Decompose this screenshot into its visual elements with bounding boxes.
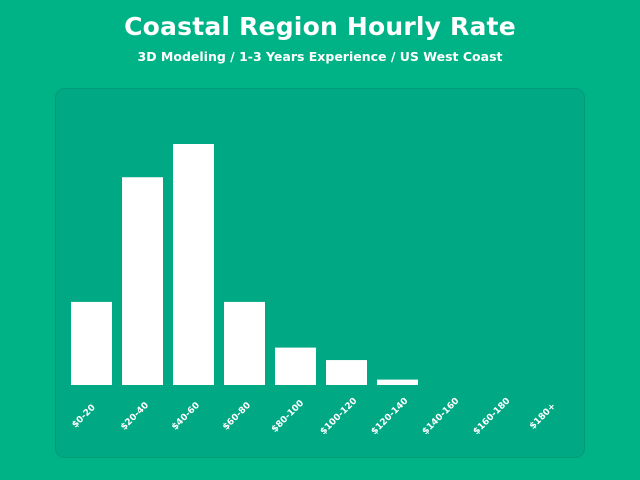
- x-tick-label: $80-100: [270, 398, 306, 434]
- bar-1: [71, 301, 112, 385]
- x-tick-label: $0-20: [70, 403, 97, 430]
- x-tick-label: $140-160: [421, 396, 462, 437]
- x-tick-label: $60-80: [221, 401, 253, 433]
- bar-6: [326, 360, 367, 385]
- bar-2: [122, 177, 163, 385]
- x-tick-label: $160-180: [472, 396, 513, 437]
- bar-4: [224, 301, 265, 385]
- x-tick-label: $40-60: [170, 401, 202, 433]
- bar-7: [377, 379, 418, 385]
- x-tick-label: $20-40: [119, 401, 151, 433]
- x-tick-label: $180+: [528, 402, 558, 432]
- x-tick-label: $120-140: [370, 396, 411, 437]
- x-tick-labels: $0-20 $20-40 $40-60 $60-80 $80-100 $100-120 $1…: [70, 396, 558, 437]
- chart-subtitle: 3D Modeling / 1-3 Years Experience / US …: [137, 49, 503, 64]
- bars-group: [71, 144, 418, 385]
- bar-3: [173, 144, 214, 385]
- bar-5: [275, 347, 316, 385]
- x-tick-label: $100-120: [319, 396, 360, 437]
- chart-title: Coastal Region Hourly Rate: [124, 12, 516, 41]
